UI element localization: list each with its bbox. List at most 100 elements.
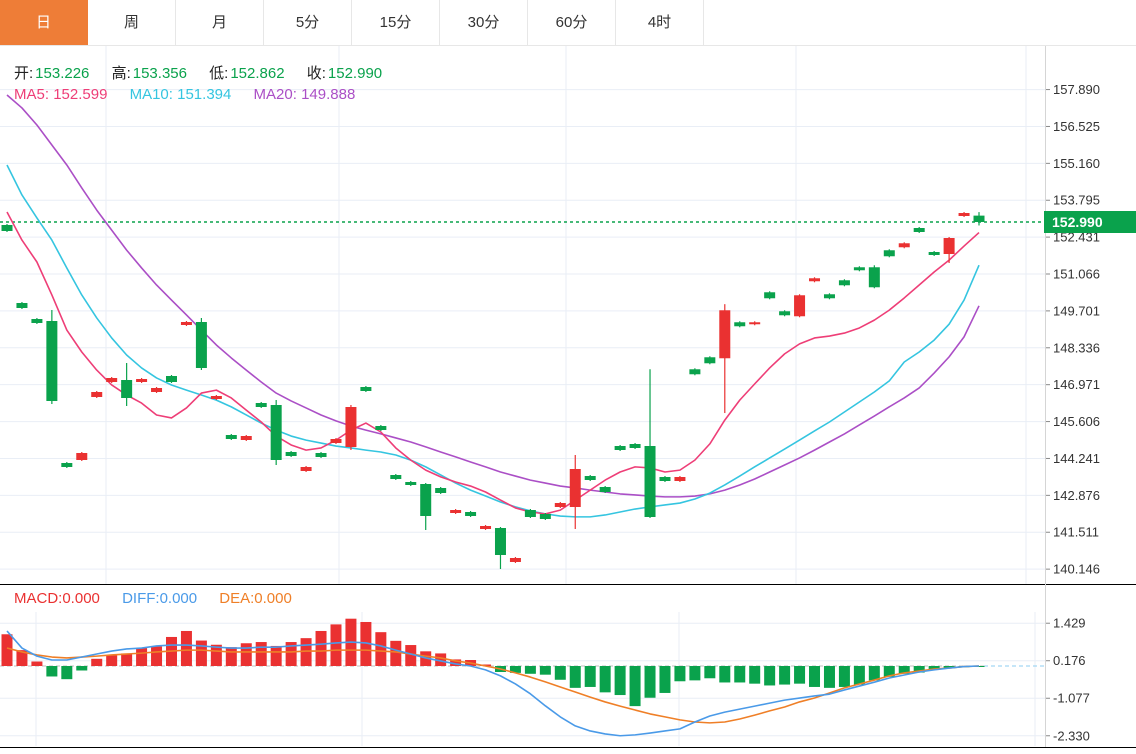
candle-body — [599, 487, 611, 492]
macd-histogram-bar — [838, 666, 850, 687]
candle-body — [195, 322, 207, 368]
macd-histogram-bar — [270, 645, 282, 666]
candle-body — [764, 292, 776, 299]
candle-body — [734, 322, 746, 327]
tab-5min[interactable]: 5分 — [264, 0, 352, 45]
tab-4hour[interactable]: 4时 — [616, 0, 704, 45]
candle-body — [405, 482, 417, 485]
current-price-badge — [1044, 211, 1136, 233]
candle-body — [136, 379, 148, 382]
ma20-line — [6, 94, 980, 498]
candle-body — [390, 475, 402, 479]
macd-histogram-bar — [524, 666, 536, 674]
macd-tick-label: 0.176 — [1053, 653, 1086, 668]
candle-body — [450, 510, 462, 513]
close-value: 152.990 — [327, 65, 383, 82]
candle-body — [91, 392, 103, 397]
macd-info-bar: MACD:0.000 DIFF:0.000 DEA:0.000 — [14, 590, 310, 607]
macd-histogram-bar — [659, 666, 671, 693]
candle-body — [210, 396, 222, 399]
macd-histogram-bar — [779, 666, 791, 685]
tab-15min[interactable]: 15分 — [352, 0, 440, 45]
candle-body — [958, 213, 970, 216]
ma-info-bar: MA5: 152.599 MA10: 151.394 MA20: 149.888 — [14, 86, 373, 103]
candle-body — [435, 488, 447, 493]
candle-body — [794, 295, 806, 317]
candle-body — [823, 294, 835, 299]
candle-body — [853, 267, 865, 271]
macd-histogram-bar — [136, 648, 148, 666]
ma5-label: MA5: — [14, 86, 50, 103]
candle-body — [524, 510, 536, 517]
low-value: 152.862 — [230, 65, 285, 82]
macd-histogram-bar — [898, 666, 910, 674]
macd-histogram-bar — [674, 666, 686, 682]
tab-day[interactable]: 日 — [0, 0, 88, 45]
diff-label: DIFF: — [122, 590, 160, 607]
macd-histogram-bar — [285, 642, 297, 666]
macd-histogram-bar — [225, 647, 237, 666]
candle-body — [629, 444, 641, 448]
macd-histogram-bar — [809, 666, 821, 687]
macd-histogram-bar — [704, 666, 716, 679]
tab-30min[interactable]: 30分 — [440, 0, 528, 45]
price-tick-label: 144.241 — [1053, 451, 1100, 466]
candle-body — [480, 526, 492, 529]
candle-body — [494, 528, 506, 555]
candle-body — [61, 463, 73, 467]
macd-histogram-bar — [360, 621, 372, 666]
macd-histogram-bar — [210, 644, 222, 666]
diff-line — [6, 630, 980, 737]
low-label: 低: — [209, 65, 229, 82]
price-tick-label: 152.431 — [1053, 230, 1100, 245]
macd-histogram-bar — [180, 630, 192, 666]
dea-line — [6, 647, 980, 724]
diff-value: 0.000 — [159, 590, 198, 607]
macd-histogram-bar — [509, 666, 521, 673]
macd-histogram-bar — [883, 666, 895, 677]
macd-histogram-bar — [928, 666, 940, 669]
candle-body — [46, 321, 58, 401]
tab-week[interactable]: 周 — [88, 0, 176, 45]
candle-body — [375, 426, 387, 430]
candle-body — [300, 467, 312, 471]
tab-60min[interactable]: 60分 — [528, 0, 616, 45]
ma5-value: 152.599 — [53, 86, 108, 103]
candle-body — [151, 388, 163, 392]
macd-histogram-bar — [689, 666, 701, 681]
candle-body — [644, 446, 656, 517]
ma5-line — [6, 211, 980, 515]
macd-histogram-bar — [240, 643, 252, 666]
macd-histogram-bar — [390, 640, 402, 666]
macd-histogram-bar — [300, 638, 312, 666]
candle-body — [719, 310, 731, 359]
macd-histogram-bar — [644, 666, 656, 698]
macd-histogram-bar — [315, 630, 327, 666]
candle-body — [31, 319, 43, 323]
macd-histogram-bar — [255, 642, 267, 666]
candle-body — [779, 311, 791, 316]
macd-histogram-bar — [614, 666, 626, 696]
candle-body — [584, 476, 596, 480]
macd-histogram-bar — [569, 666, 581, 688]
macd-histogram-bar — [764, 666, 776, 686]
macd-histogram-bar — [46, 666, 58, 677]
candle-body — [704, 357, 716, 364]
macd-histogram-bar — [151, 646, 163, 666]
macd-histogram-bar — [76, 666, 88, 671]
price-tick-label: 151.066 — [1053, 267, 1100, 282]
candle-body — [554, 503, 566, 507]
candle-body — [689, 369, 701, 375]
macd-histogram-bar — [450, 659, 462, 666]
candle-body — [883, 250, 895, 257]
macd-histogram-bar — [734, 666, 746, 683]
price-tick-label: 155.160 — [1053, 156, 1100, 171]
price-tick-label: 145.606 — [1053, 414, 1100, 429]
open-label: 开: — [14, 65, 34, 82]
macd-label: MACD: — [14, 590, 63, 607]
macd-value: 0.000 — [62, 590, 100, 607]
candle-body — [315, 453, 327, 457]
tab-month[interactable]: 月 — [176, 0, 264, 45]
